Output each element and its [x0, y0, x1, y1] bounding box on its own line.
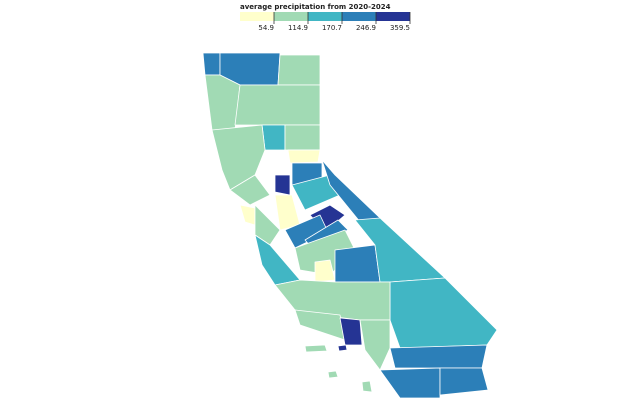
legend-swatch [274, 12, 308, 21]
legend-title: average precipitation from 2020-2024 [240, 3, 391, 11]
legend-swatch [308, 12, 342, 21]
legend-tick-label: 54.9 [258, 24, 274, 32]
county [389, 277, 498, 349]
county [294, 309, 346, 341]
county [359, 319, 391, 371]
county [202, 52, 221, 76]
county [439, 367, 489, 396]
county [204, 74, 241, 131]
legend-tick-label: 170.7 [322, 24, 342, 32]
county [287, 149, 321, 164]
county [274, 174, 291, 196]
county [277, 54, 321, 86]
county [327, 370, 339, 379]
county [304, 344, 328, 353]
county [261, 124, 286, 151]
county [234, 84, 321, 126]
county [379, 367, 441, 399]
county [334, 244, 381, 283]
legend-swatch [342, 12, 376, 21]
county [337, 344, 348, 352]
legend-tick-label: 359.5 [390, 24, 410, 32]
county [284, 124, 321, 151]
county [339, 317, 363, 346]
legend-tick-label: 246.9 [356, 24, 376, 32]
county [389, 344, 488, 369]
county [361, 380, 373, 393]
county [239, 204, 256, 226]
legend-swatch [240, 12, 274, 21]
county [229, 174, 271, 206]
legend-swatch [376, 12, 410, 21]
legend-tick-label: 114.9 [288, 24, 308, 32]
